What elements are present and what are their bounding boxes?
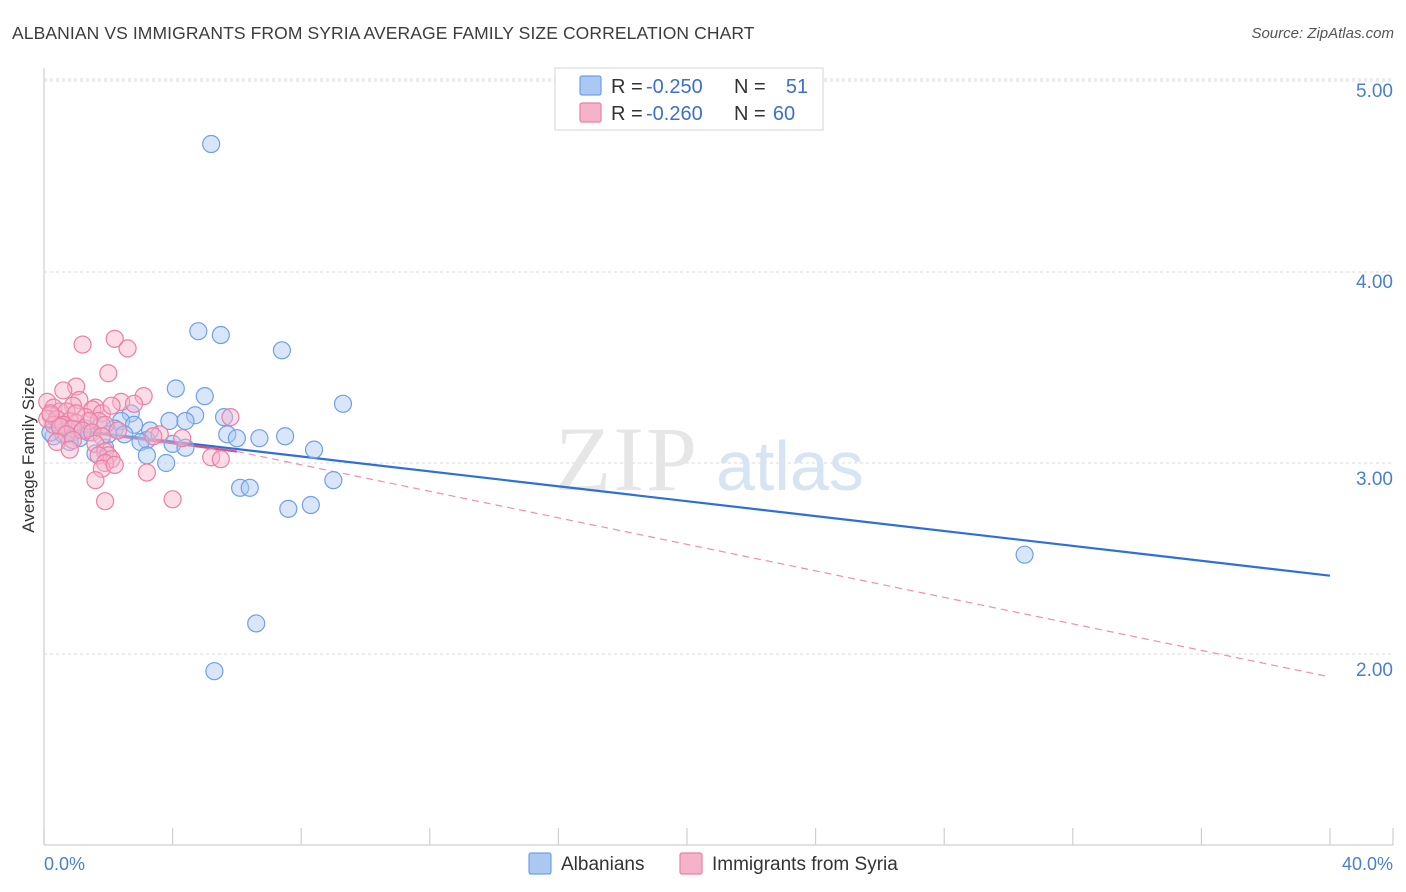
- albanians-point-41: [240, 478, 259, 497]
- syria-point-27: [44, 415, 63, 434]
- albanians-point-11: [160, 411, 179, 431]
- albanians-point-13: [124, 415, 144, 434]
- albanians-point-12: [176, 411, 195, 431]
- x-tick-labels: 0.0% 40.0%: [44, 854, 1393, 874]
- albanians-point-46: [205, 662, 224, 681]
- legend-label-albanians: Albanians: [561, 854, 644, 875]
- albanians-point-25: [276, 427, 295, 446]
- stats-legend: R = -0.250 N = 51 R = -0.260 N = 60: [554, 67, 824, 131]
- syria-point-35: [83, 423, 102, 442]
- albanians-point-36: [137, 446, 156, 465]
- y-tick-label-2: 4.00: [1356, 272, 1393, 293]
- series-legend: Albanians Immigrants from Syria: [528, 852, 898, 875]
- syria-point-57: [95, 492, 115, 511]
- albanians-point-38: [157, 453, 176, 473]
- syria-point-49: [211, 450, 230, 469]
- axes: [43, 68, 1394, 846]
- stats-r-value-albanians: -0.250: [646, 76, 703, 98]
- source-credit: Source: ZipAtlas.com: [1251, 25, 1394, 42]
- trend-line-albanians: [43, 425, 1331, 577]
- grid-lines: [44, 78, 1393, 655]
- legend-label-syria: Immigrants from Syria: [712, 854, 898, 875]
- legend-swatch-albanians: [528, 852, 552, 875]
- albanians-point-6: [333, 394, 353, 413]
- x-tick-label-max: 40.0%: [1342, 854, 1393, 874]
- syria-point-41: [63, 430, 83, 450]
- y-tick-labels: 2.00 3.00 4.00 5.00: [1356, 81, 1393, 681]
- stats-r-label-syria: R =: [611, 103, 643, 125]
- syria-point-58: [41, 404, 60, 423]
- syria-point-44: [60, 440, 79, 459]
- albanians-point-44: [1015, 545, 1034, 564]
- albanians-point-34: [176, 438, 195, 457]
- syria-point-40: [173, 429, 192, 448]
- syria-point-3: [99, 364, 118, 383]
- y-tick-label-0: 2.00: [1356, 660, 1393, 681]
- watermark: ZIP atlas: [555, 408, 864, 510]
- watermark-zip: ZIP: [555, 408, 699, 510]
- chart-title: ALBANIAN VS IMMIGRANTS FROM SYRIA AVERAG…: [12, 23, 755, 43]
- watermark-atlas: atlas: [716, 427, 864, 505]
- albanians-point-0: [202, 134, 221, 154]
- syria-point-39: [144, 427, 163, 446]
- albanians-point-43: [279, 499, 298, 518]
- syria-point-36: [150, 425, 169, 444]
- syria-point-53: [105, 455, 124, 475]
- albanians-point-42: [301, 495, 320, 515]
- stats-n-label-albanians: N =: [734, 76, 766, 98]
- syria-point-56: [163, 490, 182, 509]
- syria-point-25: [221, 408, 240, 427]
- syria-point-43: [86, 434, 105, 453]
- albanians-point-23: [227, 429, 246, 448]
- albanians-point-1: [189, 322, 208, 341]
- syria-point-2: [118, 339, 137, 358]
- stats-n-value-syria: 60: [773, 103, 795, 125]
- stats-legend-swatch-syria: [579, 102, 602, 123]
- syria-point-38: [92, 427, 111, 446]
- syria-point-10: [124, 394, 144, 413]
- albanians-point-45: [247, 614, 266, 633]
- trend-line-syria-extension: [236, 450, 1331, 678]
- albanians-point-9: [214, 408, 234, 427]
- stats-n-value-albanians: 51: [786, 76, 808, 98]
- stats-r-label-albanians: R =: [611, 76, 643, 98]
- syria-points: [38, 329, 240, 511]
- albanians-points: [41, 134, 1034, 681]
- syria-point-6: [134, 387, 153, 406]
- albanians-point-8: [186, 406, 205, 425]
- stats-legend-swatch-albanians: [579, 75, 602, 96]
- albanians-point-22: [218, 425, 237, 444]
- y-tick-label-1: 3.00: [1356, 469, 1393, 490]
- albanians-point-49: [99, 425, 118, 444]
- x-tick-label-min: 0.0%: [44, 854, 85, 874]
- y-axis-label: Average Family Size: [19, 377, 38, 533]
- albanians-point-39: [324, 471, 343, 490]
- syria-point-0: [105, 329, 124, 348]
- albanians-point-35: [304, 440, 324, 459]
- syria-point-59: [67, 404, 86, 423]
- albanians-point-2: [211, 325, 230, 345]
- syria-point-18: [102, 396, 121, 415]
- syria-point-34: [108, 421, 128, 440]
- syria-point-55: [86, 471, 105, 490]
- legend-swatch-syria: [679, 852, 703, 875]
- syria-point-5: [54, 381, 73, 400]
- syria-point-54: [137, 463, 156, 482]
- syria-point-1: [73, 335, 92, 354]
- stats-n-label-syria: N =: [734, 103, 766, 125]
- albanians-point-24: [250, 429, 269, 448]
- albanians-point-4: [166, 379, 185, 398]
- stats-r-value-syria: -0.260: [646, 103, 703, 125]
- y-tick-label-3: 5.00: [1356, 81, 1393, 102]
- albanians-point-5: [195, 387, 214, 406]
- albanians-point-3: [272, 341, 292, 360]
- albanians-point-40: [231, 478, 250, 497]
